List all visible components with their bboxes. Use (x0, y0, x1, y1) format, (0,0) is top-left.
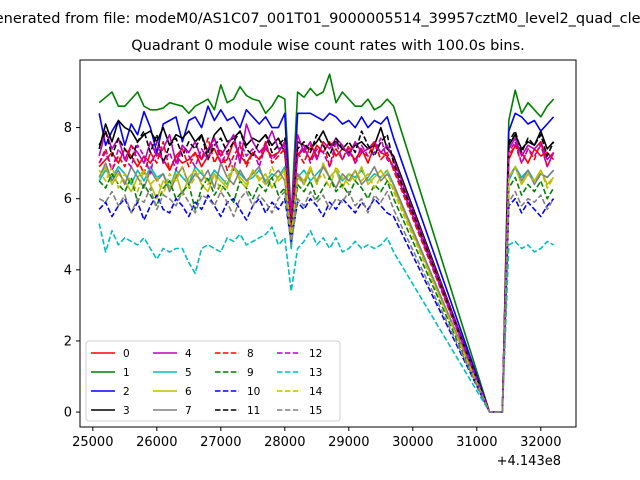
legend-label-10: 10 (247, 386, 260, 398)
legend-label-2: 2 (123, 386, 130, 398)
axes-frame (79, 59, 577, 428)
legend-label-1: 1 (123, 367, 130, 379)
series-line-15 (98, 187, 555, 413)
series-line-11 (98, 130, 555, 413)
legend-label-12: 12 (309, 348, 322, 360)
plot-area: 25000 26000 27000 28000 29000 30000 31000 32000… (64, 59, 577, 450)
x-tick-label: 27000 (200, 435, 241, 450)
figure-suptitle: Plot generated from file: modeM0/AS1C07_… (0, 11, 640, 27)
legend-label-11: 11 (247, 405, 260, 417)
legend-label-13: 13 (309, 367, 322, 379)
legend-label-14: 14 (309, 386, 323, 398)
y-tick-label: 8 (64, 121, 72, 136)
legend-label-15: 15 (309, 405, 322, 417)
legend-label-4: 4 (185, 348, 192, 360)
legend-label-8: 8 (247, 348, 254, 360)
legend-label-0: 0 (123, 348, 130, 360)
x-tick-label: 32000 (520, 435, 561, 450)
series-lines (98, 73, 555, 413)
legend-label-3: 3 (123, 405, 130, 417)
legend-label-7: 7 (185, 405, 192, 417)
y-tick-label: 0 (64, 406, 72, 421)
x-tick-label: 25000 (72, 435, 113, 450)
x-tick-label: 31000 (456, 435, 497, 450)
x-tick-label: 26000 (136, 435, 177, 450)
x-tick-label: 30000 (392, 435, 433, 450)
x-offset-label: +4.143e8 (497, 454, 561, 469)
y-tick-label: 6 (64, 192, 72, 207)
x-tick-label: 28000 (264, 435, 305, 450)
series-line-14 (98, 165, 555, 413)
legend-frame (85, 340, 341, 422)
legend-label-6: 6 (185, 386, 192, 398)
y-tick-label: 2 (64, 334, 72, 349)
legend-label-5: 5 (185, 367, 192, 379)
series-line-8 (98, 137, 555, 413)
legend-label-9: 9 (247, 367, 254, 379)
chart-title: Quadrant 0 module wise count rates with … (131, 38, 525, 54)
series-line-12 (98, 137, 555, 413)
series-line-13 (98, 223, 554, 413)
x-tick-label: 29000 (328, 435, 369, 450)
y-tick-label: 4 (64, 263, 72, 278)
